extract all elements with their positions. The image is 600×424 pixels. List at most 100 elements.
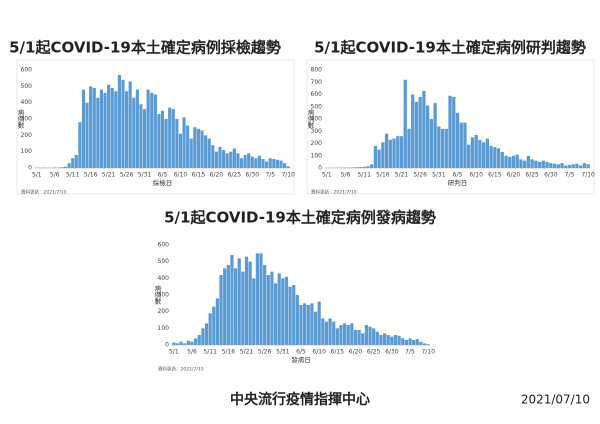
bar xyxy=(530,159,534,168)
x-tick-label: 5/26 xyxy=(258,349,272,356)
bar xyxy=(390,336,394,345)
bar xyxy=(411,94,415,168)
bar xyxy=(183,343,187,345)
y-axis-label: 病例數 xyxy=(16,108,24,130)
bar xyxy=(426,344,430,345)
x-tick-label: 5/6 xyxy=(50,172,60,179)
bar xyxy=(526,155,531,168)
x-tick-label: 7/10 xyxy=(281,172,295,179)
bar xyxy=(478,139,482,168)
bar xyxy=(201,328,205,345)
bar xyxy=(407,128,411,168)
bar xyxy=(493,147,497,168)
bar xyxy=(223,268,227,345)
bar xyxy=(146,89,150,168)
bar xyxy=(353,330,358,345)
x-tick-label: 6/20 xyxy=(507,172,521,179)
bar xyxy=(364,325,369,345)
bar xyxy=(324,321,329,345)
chart-title: 5/1起COVID-19本土確定病例研判趨勢 xyxy=(314,39,586,57)
bar xyxy=(422,343,427,345)
x-tick-label: 6/10 xyxy=(174,172,188,179)
bar xyxy=(214,151,218,168)
bar xyxy=(252,278,256,345)
y-tick-label: 100 xyxy=(21,148,33,155)
bar xyxy=(268,158,272,168)
y-tick-label: 0 xyxy=(165,342,169,349)
bar xyxy=(571,164,575,168)
bar xyxy=(99,89,104,168)
bar xyxy=(212,306,216,345)
bar xyxy=(306,305,310,345)
x-tick-label: 6/20 xyxy=(210,172,224,179)
bar xyxy=(310,303,314,345)
x-tick-label: 5/21 xyxy=(102,172,116,179)
bar xyxy=(303,303,307,345)
bar xyxy=(89,86,93,168)
bar xyxy=(379,335,383,345)
bar xyxy=(204,135,208,168)
y-tick-label: 700 xyxy=(311,79,323,86)
x-tick-label: 6/25 xyxy=(228,172,242,179)
bar xyxy=(215,298,220,345)
bar xyxy=(504,155,508,168)
bar xyxy=(455,112,460,168)
bar xyxy=(85,102,89,168)
x-tick-label: 6/20 xyxy=(349,349,363,356)
bar xyxy=(368,326,372,345)
bar xyxy=(265,161,269,168)
bar xyxy=(225,153,229,168)
bar xyxy=(281,278,285,345)
bar xyxy=(239,158,244,168)
source-note: 資料更新：2021/7/10 xyxy=(158,366,204,373)
bar xyxy=(377,149,381,168)
x-tick-label: 6/30 xyxy=(246,172,260,179)
bar xyxy=(470,137,475,168)
source-note: 資料更新：2021/7/10 xyxy=(21,189,67,196)
bar xyxy=(207,138,211,168)
bar xyxy=(515,154,519,168)
x-tick-label: 7/10 xyxy=(581,172,595,179)
bar xyxy=(388,139,392,168)
bar xyxy=(221,150,226,168)
bar xyxy=(259,253,263,345)
bar xyxy=(243,154,247,168)
x-tick-label: 6/10 xyxy=(469,172,483,179)
y-tick-label: 400 xyxy=(21,99,33,106)
bar xyxy=(448,95,452,168)
chart-title: 5/1起COVID-19本土確定病例發病趨勢 xyxy=(164,209,436,227)
bar xyxy=(193,127,197,168)
bar xyxy=(241,271,245,345)
bar xyxy=(511,155,516,168)
bar xyxy=(412,340,416,345)
bar xyxy=(523,160,527,168)
bar xyxy=(157,114,161,168)
x-tick-label: 5/11 xyxy=(203,349,217,356)
bar xyxy=(317,301,321,345)
y-axis-label: 病例數 xyxy=(153,284,161,306)
x-tick-label: 5/31 xyxy=(432,172,446,179)
x-tick-label: 5/16 xyxy=(84,172,98,179)
bar xyxy=(429,119,434,168)
bar xyxy=(168,107,172,168)
x-tick-label: 7/10 xyxy=(421,349,435,356)
bar xyxy=(125,91,129,168)
bar xyxy=(549,163,553,168)
bar xyxy=(452,96,456,168)
bar xyxy=(273,283,278,345)
bar xyxy=(351,167,355,168)
bar xyxy=(366,166,370,168)
x-tick-label: 5/31 xyxy=(138,172,152,179)
bar xyxy=(346,325,350,345)
bar xyxy=(194,338,198,345)
bar xyxy=(335,328,339,345)
bar xyxy=(132,97,136,168)
y-tick-label: 0 xyxy=(28,165,32,172)
bar xyxy=(81,89,86,168)
x-axis-label: 研判日 xyxy=(448,178,468,187)
bar xyxy=(229,151,233,168)
y-tick-label: 100 xyxy=(311,152,323,159)
bar xyxy=(373,145,378,168)
bar xyxy=(382,333,387,345)
